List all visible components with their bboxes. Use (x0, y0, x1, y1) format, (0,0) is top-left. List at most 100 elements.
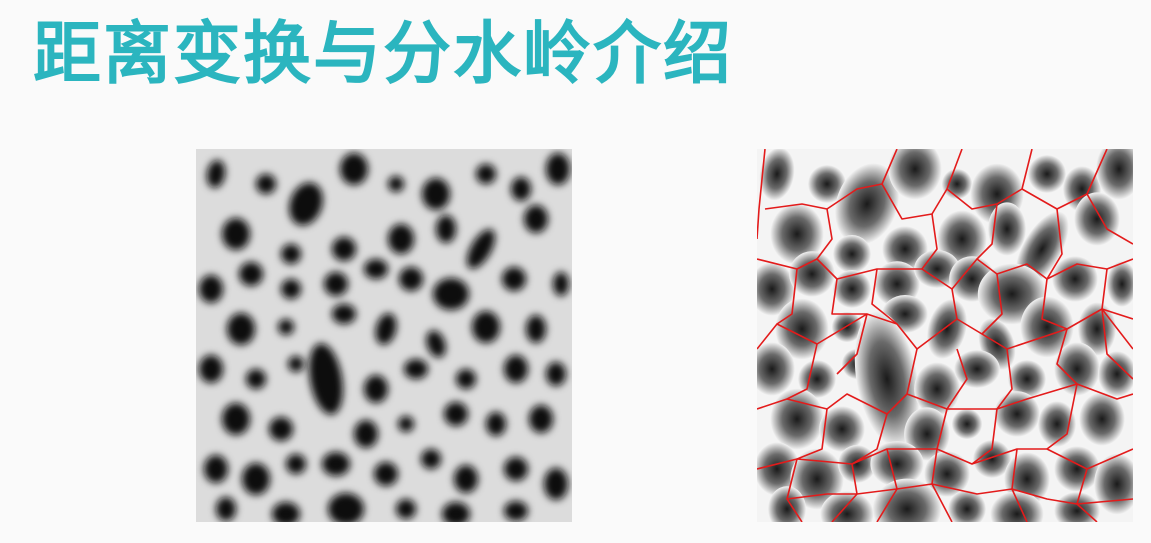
distance-basin (914, 250, 960, 288)
blob (486, 412, 506, 436)
blob (256, 174, 276, 194)
watershed-line (851, 413, 888, 465)
blob (388, 176, 404, 192)
distance-basin (1028, 155, 1066, 193)
distance-basin (789, 251, 835, 297)
distance-basin (770, 203, 824, 265)
blob (511, 177, 531, 201)
blob (398, 416, 414, 432)
blob (222, 403, 250, 435)
distance-basin (870, 441, 924, 487)
blob (544, 468, 568, 500)
distance-basin (951, 408, 983, 440)
blob (529, 405, 553, 433)
watershed-line (921, 213, 938, 270)
distance-basin (948, 490, 986, 522)
distance-basin (1054, 446, 1100, 492)
distance-basin (954, 350, 1000, 388)
blob (436, 215, 456, 243)
distance-basin (757, 442, 800, 496)
blob (502, 267, 526, 291)
distance-basin (904, 407, 950, 461)
distance-basin (1054, 342, 1100, 396)
distance-basin (757, 342, 795, 396)
distance-basin (770, 388, 824, 450)
blob (364, 259, 388, 279)
watershed-segmented-image (757, 149, 1133, 522)
blob (340, 153, 368, 185)
original-blob-image (196, 149, 572, 522)
watershed-line (951, 288, 958, 320)
watershed-line (1086, 193, 1133, 245)
blob (222, 218, 250, 250)
blob (288, 356, 304, 372)
blob (206, 160, 226, 188)
blob (467, 229, 495, 269)
blob (546, 362, 566, 386)
distance-basin (1052, 256, 1098, 302)
distance-basin (1079, 392, 1125, 446)
distance-basin (854, 311, 920, 447)
blob (286, 454, 306, 474)
blob (426, 330, 446, 358)
blob (404, 359, 428, 379)
distance-basin (759, 149, 795, 201)
watershed-line (1041, 278, 1068, 330)
watershed-line (826, 149, 898, 210)
blob (399, 267, 423, 291)
blob (374, 462, 398, 486)
watershed-line (871, 268, 898, 325)
watershed-line (831, 278, 867, 315)
distance-basin (1106, 261, 1133, 307)
blob (278, 319, 294, 335)
blob (239, 262, 263, 286)
blob (272, 502, 300, 522)
blob (375, 313, 397, 345)
watershed-line (1046, 383, 1078, 450)
blob (454, 465, 478, 493)
watershed-line (936, 408, 948, 450)
blob (433, 278, 469, 310)
distance-basin (833, 270, 871, 308)
watershed-line (757, 258, 1133, 290)
watershed-line (976, 203, 998, 260)
watershed-line (836, 313, 868, 375)
slide-title: 距离变换与分水岭介绍 (33, 15, 734, 94)
distance-basin (831, 311, 863, 343)
watershed-line (1101, 308, 1133, 380)
blob (322, 452, 350, 476)
watershed-line (1021, 149, 1108, 210)
distance-basin (757, 262, 795, 316)
distance-basin (882, 226, 928, 272)
watershed-line (757, 308, 1133, 350)
blob (553, 272, 569, 296)
watershed-line (776, 268, 798, 325)
blob (442, 502, 470, 522)
blob (328, 493, 364, 522)
distance-basin (820, 491, 874, 522)
distance-basin (1008, 360, 1046, 398)
watershed-line (786, 483, 1133, 505)
blob (204, 455, 228, 483)
watershed-line (786, 343, 818, 400)
blob (281, 279, 301, 299)
distance-basin (1096, 149, 1133, 200)
watershed-line (757, 448, 1133, 470)
watershed-line (1046, 208, 1063, 280)
distance-basin (973, 440, 1011, 478)
blob (246, 369, 266, 389)
blob (396, 499, 416, 519)
distance-basin (1020, 296, 1074, 358)
blob (504, 457, 528, 481)
blob (324, 272, 348, 296)
blob (242, 463, 270, 495)
distance-basin (1098, 351, 1133, 397)
blob (332, 237, 356, 261)
distance-basin (808, 165, 846, 203)
blob (524, 205, 548, 233)
distance-basin (990, 491, 1044, 522)
blob (199, 355, 223, 383)
blob (504, 501, 528, 521)
watershed-line (906, 348, 918, 395)
blob (444, 402, 468, 426)
